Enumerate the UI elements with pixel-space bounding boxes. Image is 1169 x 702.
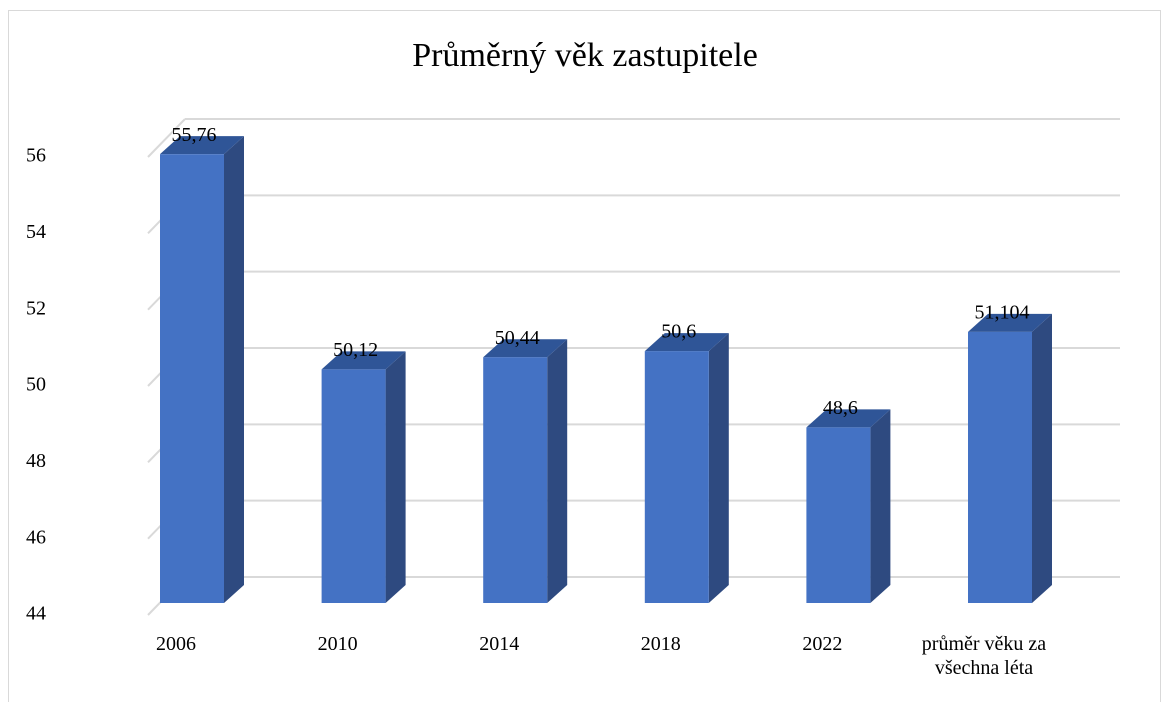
value-label: 50,6 (661, 321, 696, 343)
grid-line-depth (147, 118, 186, 158)
bar-top (483, 339, 568, 358)
chart-title: Průměrný věk zastupitele (412, 37, 758, 74)
y-tick-label: 48 (26, 450, 46, 472)
value-label: 50,44 (495, 327, 540, 349)
x-tick-label: 2010 (317, 633, 358, 655)
y-tick-label: 44 (26, 603, 46, 625)
bar-top (644, 333, 729, 352)
chart-border (8, 10, 1161, 702)
y-tick-label: 46 (26, 526, 46, 548)
bar-side (708, 333, 729, 603)
bar (321, 369, 386, 603)
bar-top (160, 136, 244, 155)
bar-top (806, 409, 891, 428)
bar (644, 351, 709, 603)
value-label: 48,6 (823, 397, 858, 419)
y-tick-label: 56 (26, 145, 46, 167)
value-label: 51,104 (975, 301, 1030, 323)
value-label: 50,12 (333, 339, 378, 361)
bar (806, 427, 871, 603)
bar-top (321, 351, 406, 370)
bar-top (968, 313, 1052, 332)
bar (968, 331, 1032, 603)
bar-side (547, 339, 568, 603)
bar (483, 357, 548, 603)
value-label: 55,76 (172, 124, 217, 146)
x-tick-label: 2006 (156, 633, 196, 655)
y-tick-label: 54 (26, 221, 46, 243)
x-tick-label: 2022 (802, 633, 843, 655)
y-tick-label: 50 (26, 374, 46, 396)
x-tick-label: průměr věku za všechna léta (921, 633, 1047, 679)
bar-side (1032, 313, 1052, 603)
bar-side (385, 351, 406, 603)
x-tick-label: 2014 (479, 633, 520, 655)
x-tick-label: 2018 (640, 633, 681, 655)
bar (160, 154, 224, 603)
bar-side (224, 136, 244, 603)
y-tick-label: 52 (26, 297, 46, 319)
bar-side (870, 409, 891, 603)
